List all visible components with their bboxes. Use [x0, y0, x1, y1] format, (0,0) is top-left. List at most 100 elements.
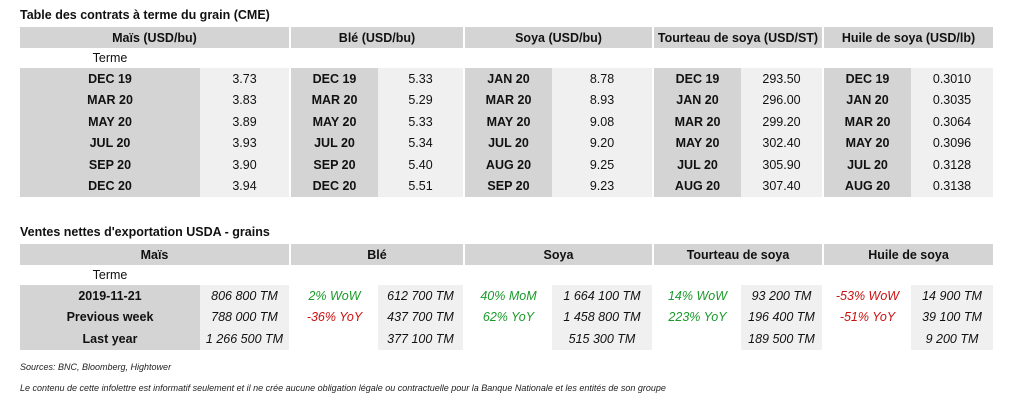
contract-price: 0.3035	[911, 89, 993, 112]
export-change	[291, 328, 378, 350]
futures-header-ble: Blé (USD/bu)	[291, 27, 463, 49]
export-volume: 1 458 800 TM	[552, 306, 652, 329]
futures-header-soya: Soya (USD/bu)	[465, 27, 652, 49]
contract-price: 3.89	[200, 111, 289, 133]
sources-note: Sources: BNC, Bloomberg, Hightower	[20, 362, 172, 372]
contract-month: MAR 20	[20, 89, 200, 112]
exports-table-title: Ventes nettes d'exportation USDA - grain…	[20, 225, 270, 239]
exports-body: 2019-11-21 806 800 TM 2% WoW 612 700 TM 40% …	[20, 285, 993, 350]
exports-header-row: Maïs Blé Soya Tourteau de soya Huile de …	[20, 244, 993, 266]
contract-price: 9.25	[552, 153, 652, 176]
futures-table-title: Table des contrats à terme du grain (CME…	[20, 8, 270, 22]
export-change: 14% WoW	[654, 285, 741, 307]
contract-price: 8.93	[552, 89, 652, 112]
export-volume: 806 800 TM	[200, 285, 289, 307]
contract-month: DEC 19	[291, 68, 378, 90]
exports-header-tourteau: Tourteau de soya	[654, 244, 822, 266]
contract-price: 0.3064	[911, 111, 993, 133]
contract-month: JAN 20	[654, 89, 741, 112]
export-volume: 1 266 500 TM	[200, 328, 289, 350]
exports-table: Maïs Blé Soya Tourteau de soya Huile de …	[20, 244, 993, 350]
export-change: -51% YoY	[824, 306, 911, 329]
export-change	[654, 328, 741, 350]
export-volume: 788 000 TM	[200, 306, 289, 329]
contract-month: MAY 20	[654, 132, 741, 154]
futures-row: DEC 19 3.73 DEC 19 5.33 JAN 20 8.78 DEC 19 293.…	[20, 68, 993, 90]
export-volume: 437 700 TM	[378, 306, 463, 329]
contract-month: DEC 19	[654, 68, 741, 90]
contract-month: MAR 20	[291, 89, 378, 112]
exports-header-huile: Huile de soya	[824, 244, 993, 266]
export-volume: 196 400 TM	[741, 306, 822, 329]
export-change	[824, 328, 911, 350]
futures-header-huile: Huile de soya (USD/lb)	[824, 27, 993, 49]
futures-row: MAY 20 3.89 MAY 20 5.33 MAY 20 9.08 MAR 20 299.…	[20, 111, 993, 133]
exports-row: 2019-11-21 806 800 TM 2% WoW 612 700 TM 40% …	[20, 285, 993, 307]
export-change: -53% WoW	[824, 285, 911, 307]
contract-month: AUG 20	[465, 153, 552, 176]
contract-price: 305.90	[741, 153, 822, 176]
contract-price: 293.50	[741, 68, 822, 90]
contract-month: MAY 20	[20, 111, 200, 133]
exports-row-label: Last year	[20, 328, 200, 350]
contract-price: 0.3010	[911, 68, 993, 90]
contract-price: 5.34	[378, 132, 463, 154]
futures-terme-label: Terme	[92, 51, 128, 66]
futures-row: MAR 20 3.83 MAR 20 5.29 MAR 20 8.93 JAN 20 296.…	[20, 89, 993, 112]
exports-header-mais: Maïs	[20, 244, 289, 266]
contract-price: 5.51	[378, 175, 463, 197]
contract-price: 3.73	[200, 68, 289, 90]
contract-month: JAN 20	[465, 68, 552, 90]
futures-row: JUL 20 3.93 JUL 20 5.34 JUL 20 9.20 MAY 20 302.…	[20, 132, 993, 154]
export-volume: 9 200 TM	[911, 328, 993, 350]
futures-terme-row: Terme	[20, 48, 993, 68]
exports-terme-row: Terme	[20, 265, 993, 285]
contract-price: 296.00	[741, 89, 822, 112]
export-volume: 189 500 TM	[741, 328, 822, 350]
contract-month: SEP 20	[291, 153, 378, 176]
contract-month: JAN 20	[824, 89, 911, 112]
contract-month: MAY 20	[465, 111, 552, 133]
export-change: 2% WoW	[291, 285, 378, 307]
contract-price: 9.08	[552, 111, 652, 133]
contract-price: 5.33	[378, 111, 463, 133]
contract-month: MAR 20	[824, 111, 911, 133]
contract-price: 3.93	[200, 132, 289, 154]
export-change	[465, 328, 552, 350]
contract-month: JUL 20	[465, 132, 552, 154]
contract-month: MAR 20	[465, 89, 552, 112]
contract-price: 0.3128	[911, 153, 993, 176]
futures-body: DEC 19 3.73 DEC 19 5.33 JAN 20 8.78 DEC 19 293.…	[20, 68, 993, 197]
export-volume: 39 100 TM	[911, 306, 993, 329]
contract-month: SEP 20	[465, 175, 552, 197]
futures-table: Maïs (USD/bu) Blé (USD/bu) Soya (USD/bu)…	[20, 27, 993, 197]
exports-row: Previous week 788 000 TM -36% YoY 437 700 T…	[20, 306, 993, 329]
contract-month: DEC 19	[20, 68, 200, 90]
contract-price: 0.3138	[911, 175, 993, 197]
contract-month: JUL 20	[291, 132, 378, 154]
exports-row: Last year 1 266 500 TM 377 100 TM 515 300 T…	[20, 328, 993, 350]
contract-month: DEC 20	[20, 175, 200, 197]
contract-month: JUL 20	[20, 132, 200, 154]
contract-price: 5.40	[378, 153, 463, 176]
futures-header-tourteau: Tourteau de soya (USD/ST)	[654, 27, 822, 49]
export-volume: 515 300 TM	[552, 328, 652, 350]
export-volume: 93 200 TM	[741, 285, 822, 307]
contract-month: MAY 20	[824, 132, 911, 154]
contract-month: AUG 20	[654, 175, 741, 197]
exports-header-ble: Blé	[291, 244, 463, 266]
contract-price: 3.83	[200, 89, 289, 112]
disclaimer-note: Le contenu de cette infolettre est infor…	[20, 383, 666, 393]
contract-price: 3.94	[200, 175, 289, 197]
export-volume: 1 664 100 TM	[552, 285, 652, 307]
contract-month: AUG 20	[824, 175, 911, 197]
futures-header-mais: Maïs (USD/bu)	[20, 27, 289, 49]
futures-header-row: Maïs (USD/bu) Blé (USD/bu) Soya (USD/bu)…	[20, 27, 993, 49]
export-change: 62% YoY	[465, 306, 552, 329]
contract-price: 302.40	[741, 132, 822, 154]
contract-price: 299.20	[741, 111, 822, 133]
export-volume: 612 700 TM	[378, 285, 463, 307]
exports-row-label: 2019-11-21	[20, 285, 200, 307]
contract-month: DEC 19	[824, 68, 911, 90]
export-volume: 14 900 TM	[911, 285, 993, 307]
